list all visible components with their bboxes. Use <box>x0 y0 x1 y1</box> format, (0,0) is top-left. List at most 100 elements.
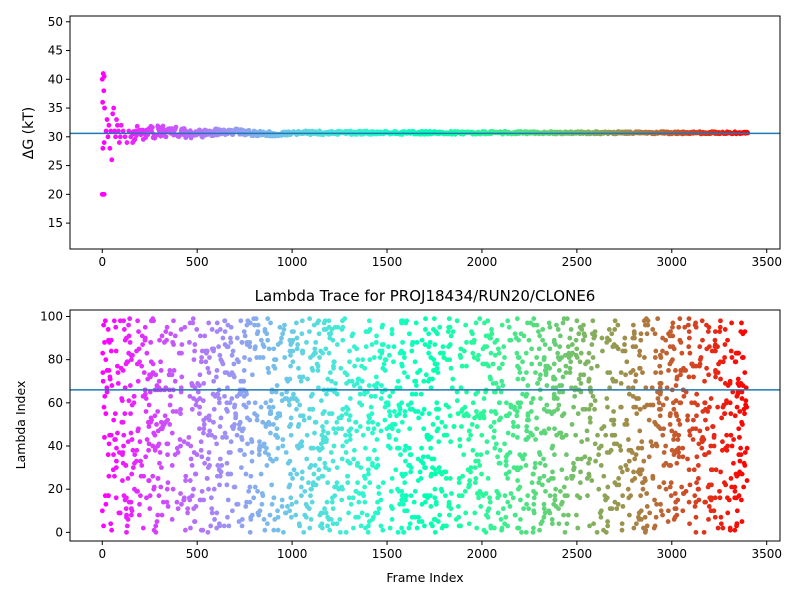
lambda-point <box>642 404 647 410</box>
lambda-point <box>535 329 541 334</box>
lambda-point <box>148 372 154 378</box>
lambda-point <box>532 465 538 470</box>
lambda-point <box>450 329 456 334</box>
lambda-point <box>432 486 438 492</box>
lambda-point <box>415 370 420 376</box>
lambda-point <box>159 512 165 518</box>
lambda-point <box>360 357 366 363</box>
lambda-point <box>275 445 281 451</box>
lambda-point <box>406 525 412 531</box>
lambda-point <box>189 406 195 412</box>
lambda-point <box>528 400 534 406</box>
lambda-point <box>516 355 522 360</box>
lambda-point <box>147 506 153 512</box>
lambda-point <box>615 346 621 352</box>
lambda-point <box>693 514 699 520</box>
lambda-point <box>686 499 692 505</box>
lambda-point <box>588 402 594 408</box>
lambda-point <box>638 331 644 337</box>
lambda-point <box>554 322 559 328</box>
lambda-point <box>459 493 465 499</box>
lambda-point <box>347 359 352 365</box>
lambda-point <box>644 523 650 529</box>
lambda-point <box>637 365 642 371</box>
lambda-point <box>658 370 664 376</box>
lambda-point <box>387 413 393 419</box>
lambda-point <box>505 499 511 505</box>
lambda-point <box>408 469 414 475</box>
lambda-point <box>393 437 399 442</box>
lambda-point <box>323 465 328 470</box>
lambda-point <box>151 484 157 490</box>
lambda-point <box>642 475 648 481</box>
lambda-point <box>537 361 543 367</box>
lambda-point <box>355 514 361 520</box>
lambda-point <box>347 396 353 401</box>
lambda-point <box>652 419 658 425</box>
lambda-point <box>312 419 318 425</box>
lambda-point <box>539 519 545 524</box>
lambda-point <box>395 428 401 434</box>
lambda-point <box>447 475 453 481</box>
lambda-point <box>267 456 273 462</box>
lambda-point <box>469 329 474 334</box>
lambda-point <box>535 381 540 386</box>
lambda-point <box>146 478 152 483</box>
lambda-point <box>637 406 643 412</box>
lambda-point <box>559 355 565 360</box>
lambda-point <box>560 389 566 395</box>
lambda-point <box>577 359 583 365</box>
lambda-point <box>144 350 150 356</box>
lambda-point <box>102 493 108 499</box>
lambda-point <box>281 327 287 332</box>
lambda-point <box>552 426 557 432</box>
lambda-point <box>217 482 222 488</box>
lambda-point <box>409 391 415 397</box>
lambda-point <box>410 339 416 345</box>
lambda-point <box>330 521 336 527</box>
lambda-point <box>610 378 616 384</box>
lambda-point <box>192 519 197 524</box>
lambda-point <box>425 432 431 438</box>
lambda-point <box>256 452 262 458</box>
delta-g-point <box>101 88 107 94</box>
lambda-point <box>717 324 723 330</box>
lambda-point <box>262 527 268 533</box>
lambda-point <box>642 514 648 520</box>
lambda-point <box>742 411 747 417</box>
lambda-point <box>378 428 384 434</box>
lambda-point <box>556 402 562 408</box>
lambda-point <box>633 404 639 410</box>
lambda-point <box>449 491 454 496</box>
lambda-point <box>432 342 438 347</box>
lambda-point <box>433 499 439 505</box>
lambda-point <box>624 467 630 473</box>
lambda-point <box>222 430 228 436</box>
lambda-point <box>302 488 308 494</box>
lambda-point <box>402 447 408 453</box>
lambda-point <box>198 527 204 533</box>
lambda-point <box>350 525 356 531</box>
lambda-point <box>416 415 422 421</box>
lambda-point <box>271 357 277 363</box>
delta-g-point <box>102 105 107 111</box>
lambda-point <box>260 493 266 499</box>
lambda-point <box>500 506 506 512</box>
lambda-point <box>510 419 516 425</box>
lambda-point <box>524 391 530 397</box>
lambda-point <box>550 475 556 481</box>
lambda-point <box>515 376 521 382</box>
lambda-point <box>676 324 682 330</box>
lambda-point <box>694 454 700 460</box>
lambda-point <box>466 413 471 419</box>
lambda-point <box>722 480 727 486</box>
lambda-point <box>354 463 360 468</box>
lambda-point <box>256 445 262 451</box>
lambda-point <box>722 327 728 332</box>
lambda-point <box>687 350 693 356</box>
lambda-point <box>326 318 332 324</box>
lambda-point <box>630 385 636 391</box>
lambda-point <box>181 439 187 445</box>
lambda-point <box>739 355 745 360</box>
lambda-point <box>426 411 432 417</box>
